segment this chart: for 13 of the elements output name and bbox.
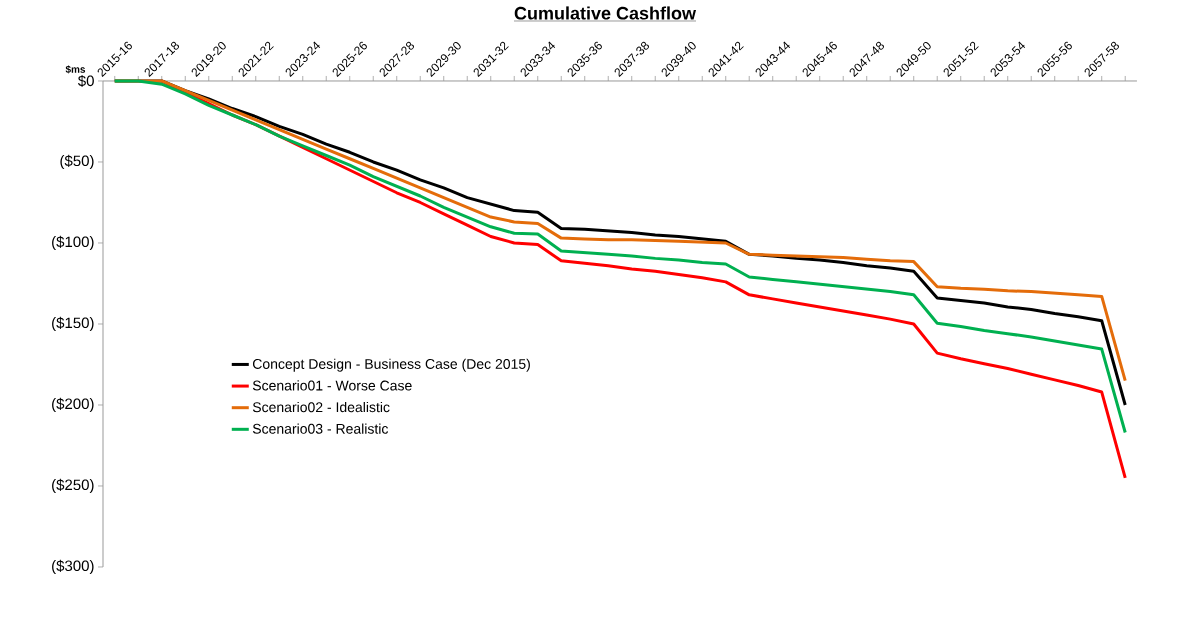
y-tick-label: ($250) [52,478,94,494]
legend-label: Scenario02 - Idealistic [252,401,390,413]
legend-label: Concept Design - Business Case (Dec 2015) [252,358,530,372]
y-tick-label: ($300) [52,559,94,575]
y-tick-label: ($200) [52,397,94,413]
y-tick-label: ($100) [52,235,94,251]
y-axis-title: $ms [65,65,86,74]
y-tick-label: ($50) [60,154,94,170]
y-tick-label: ($150) [52,316,94,332]
legend-label: Scenario03 - Realistic [252,423,389,434]
chart-title: Cumulative Cashflow [514,6,697,20]
legend-label: Scenario01 - Worse Case [252,380,412,391]
y-tick-label: $0 [77,74,94,88]
